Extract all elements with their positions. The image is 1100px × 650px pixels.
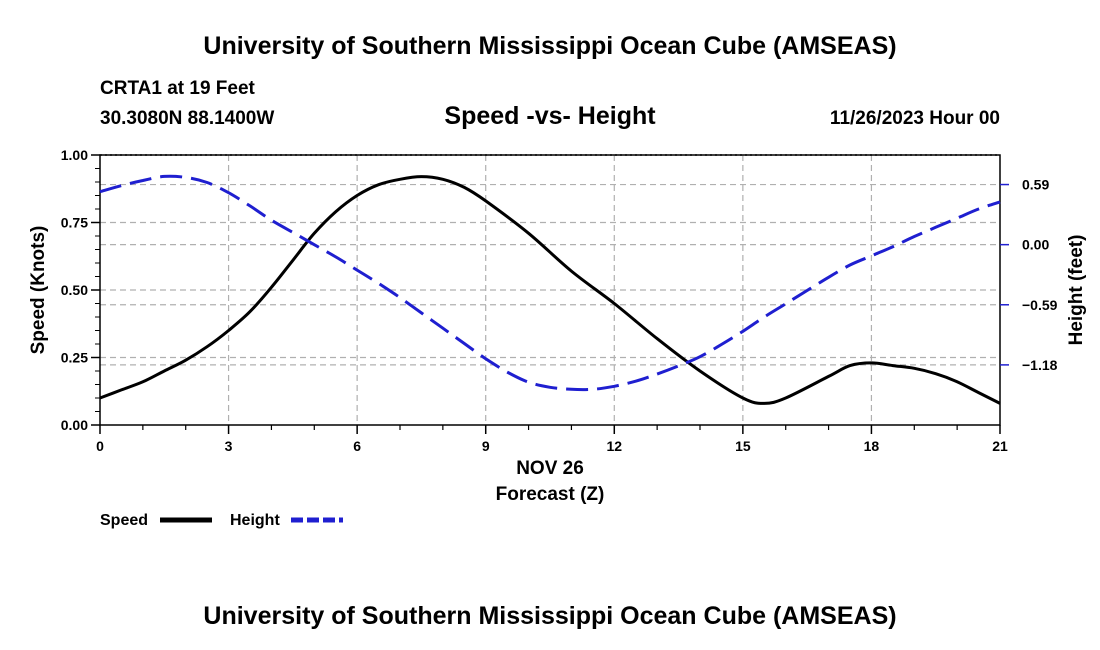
y2-tick-label: 0.00 [1022,237,1049,253]
page-title-top: University of Southern Mississippi Ocean… [203,32,896,60]
y-tick-label: 0.75 [61,215,88,231]
page-title-bottom: University of Southern Mississippi Ocean… [203,602,896,630]
x-date-label: NOV 26 [516,458,584,479]
y-tick-label: 0.50 [61,282,88,298]
y-tick-label: 1.00 [61,147,88,163]
x-axis-label: Forecast (Z) [496,484,605,505]
y-tick-label: 0.25 [61,350,88,366]
y2-tick-label: 0.59 [1022,177,1049,193]
x-tick-label: 6 [353,438,361,454]
x-tick-label: 0 [96,438,104,454]
forecast-datetime: 11/26/2023 Hour 00 [830,108,1000,129]
x-tick-label: 18 [864,438,880,454]
y2-tick-label: −1.18 [1022,357,1058,373]
coordinates-label: 30.3080N 88.1400W [100,108,274,129]
y2-tick-label: −0.59 [1022,297,1058,313]
x-tick-label: 15 [735,438,751,454]
x-tick-label: 9 [482,438,490,454]
axis-ticks: 0 3 6 9 12 15 18 21 0.00 0.25 0.50 0.75 1.00 0.59 0.00… [61,147,1058,454]
y-tick-label: 0.00 [61,417,88,433]
x-tick-label: 12 [606,438,622,454]
x-tick-label: 21 [992,438,1008,454]
height-series-line [99,174,1001,392]
speed-series-line [99,175,1001,405]
legend-height-label: Height [230,512,280,529]
station-label: CRTA1 at 19 Feet [100,78,256,99]
chart-title: Speed -vs- Height [444,102,656,130]
legend: Speed Height [100,512,343,529]
y-axis-label: Speed (Knots) [28,226,49,355]
y2-axis-label: Height (feet) [1066,235,1087,346]
data-series [99,174,1001,405]
legend-speed-label: Speed [100,512,148,529]
x-tick-label: 3 [225,438,233,454]
